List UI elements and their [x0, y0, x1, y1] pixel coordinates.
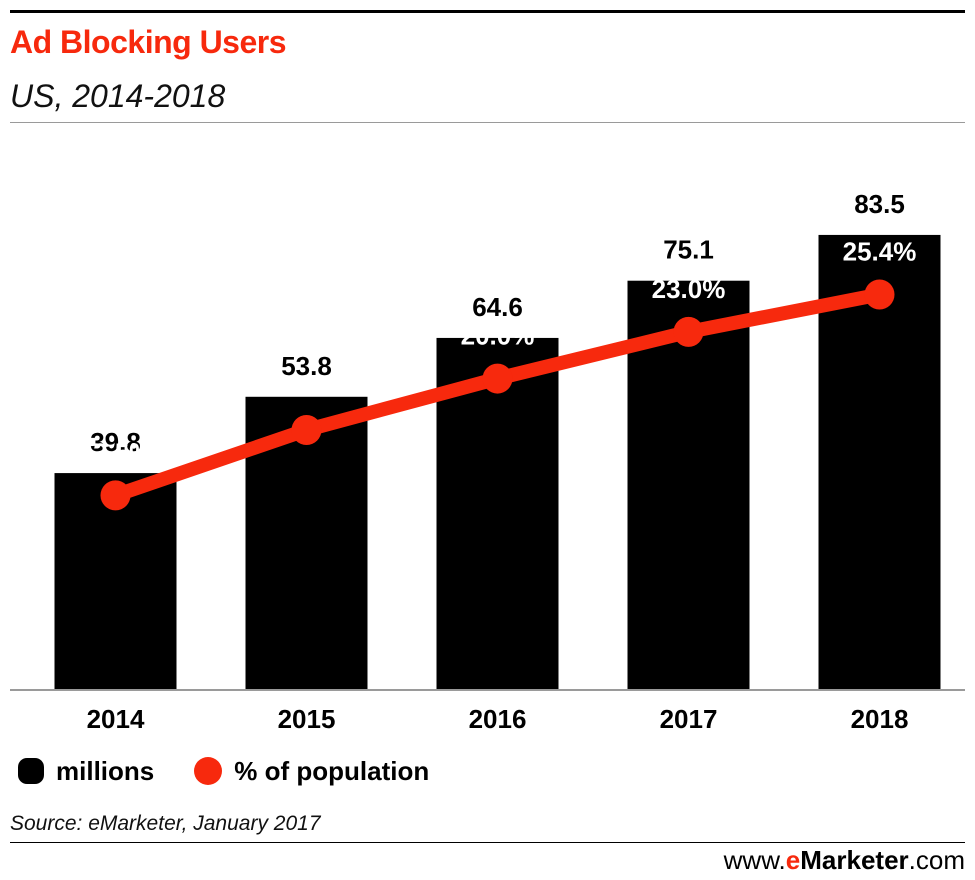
- legend-line-swatch-icon: [194, 757, 223, 785]
- bar-value-label-2018: 83.5: [854, 189, 905, 219]
- legend-bar-swatch-icon: [18, 758, 44, 784]
- chart: 39.8 2014 53.8 2015 64.6 2016 75.1 2017 83.5 2018…: [10, 189, 965, 734]
- bar-value-label-2017: 75.1: [663, 235, 714, 265]
- brand-logo: www.eMarketer.com: [724, 845, 965, 876]
- bottom-rule: [10, 842, 965, 843]
- percent-label-2017: 23.0%: [652, 274, 726, 304]
- top-rule: [10, 10, 965, 13]
- legend: millions % of population: [18, 756, 469, 786]
- chart-title: Ad Blocking Users: [10, 24, 287, 60]
- subtitle-rule: [10, 122, 965, 123]
- bar-2018: [818, 234, 941, 691]
- legend-label-percent: % of population: [234, 755, 430, 786]
- x-tick-label-2018: 2018: [851, 704, 909, 734]
- source-note: Source: eMarketer, January 2017: [10, 812, 321, 835]
- legend-label-millions: millions: [56, 755, 155, 786]
- percent-point-2014: [100, 480, 131, 511]
- percent-label-2014: 12.5%: [79, 437, 153, 467]
- percent-point-2018: [864, 279, 895, 310]
- brand-suffix: .com: [908, 845, 965, 875]
- chart-subtitle: US, 2014-2018: [10, 78, 226, 114]
- percent-point-2017: [673, 316, 704, 347]
- bar-value-label-2015: 53.8: [281, 351, 332, 381]
- bar-value-label-2014: 39.8: [90, 427, 141, 457]
- percent-point-2016: [482, 363, 513, 394]
- legend-item-percent: % of population: [194, 756, 429, 787]
- brand-name: Marketer: [800, 845, 909, 875]
- brand-prefix: www.: [723, 845, 786, 875]
- x-tick-label-2015: 2015: [278, 704, 336, 734]
- bar-value-label-2016: 64.6: [472, 292, 523, 322]
- x-tick-label-2017: 2017: [660, 704, 718, 734]
- percent-label-2016: 20.0%: [461, 321, 535, 351]
- x-tick-label-2014: 2014: [87, 704, 145, 734]
- percent-point-2015: [291, 414, 322, 445]
- x-tick-label-2016: 2016: [469, 704, 527, 734]
- percent-label-2015: 16.7%: [270, 372, 344, 402]
- brand-e: e: [785, 845, 801, 875]
- percent-label-2018: 25.4%: [843, 236, 917, 266]
- legend-item-millions: millions: [18, 756, 154, 787]
